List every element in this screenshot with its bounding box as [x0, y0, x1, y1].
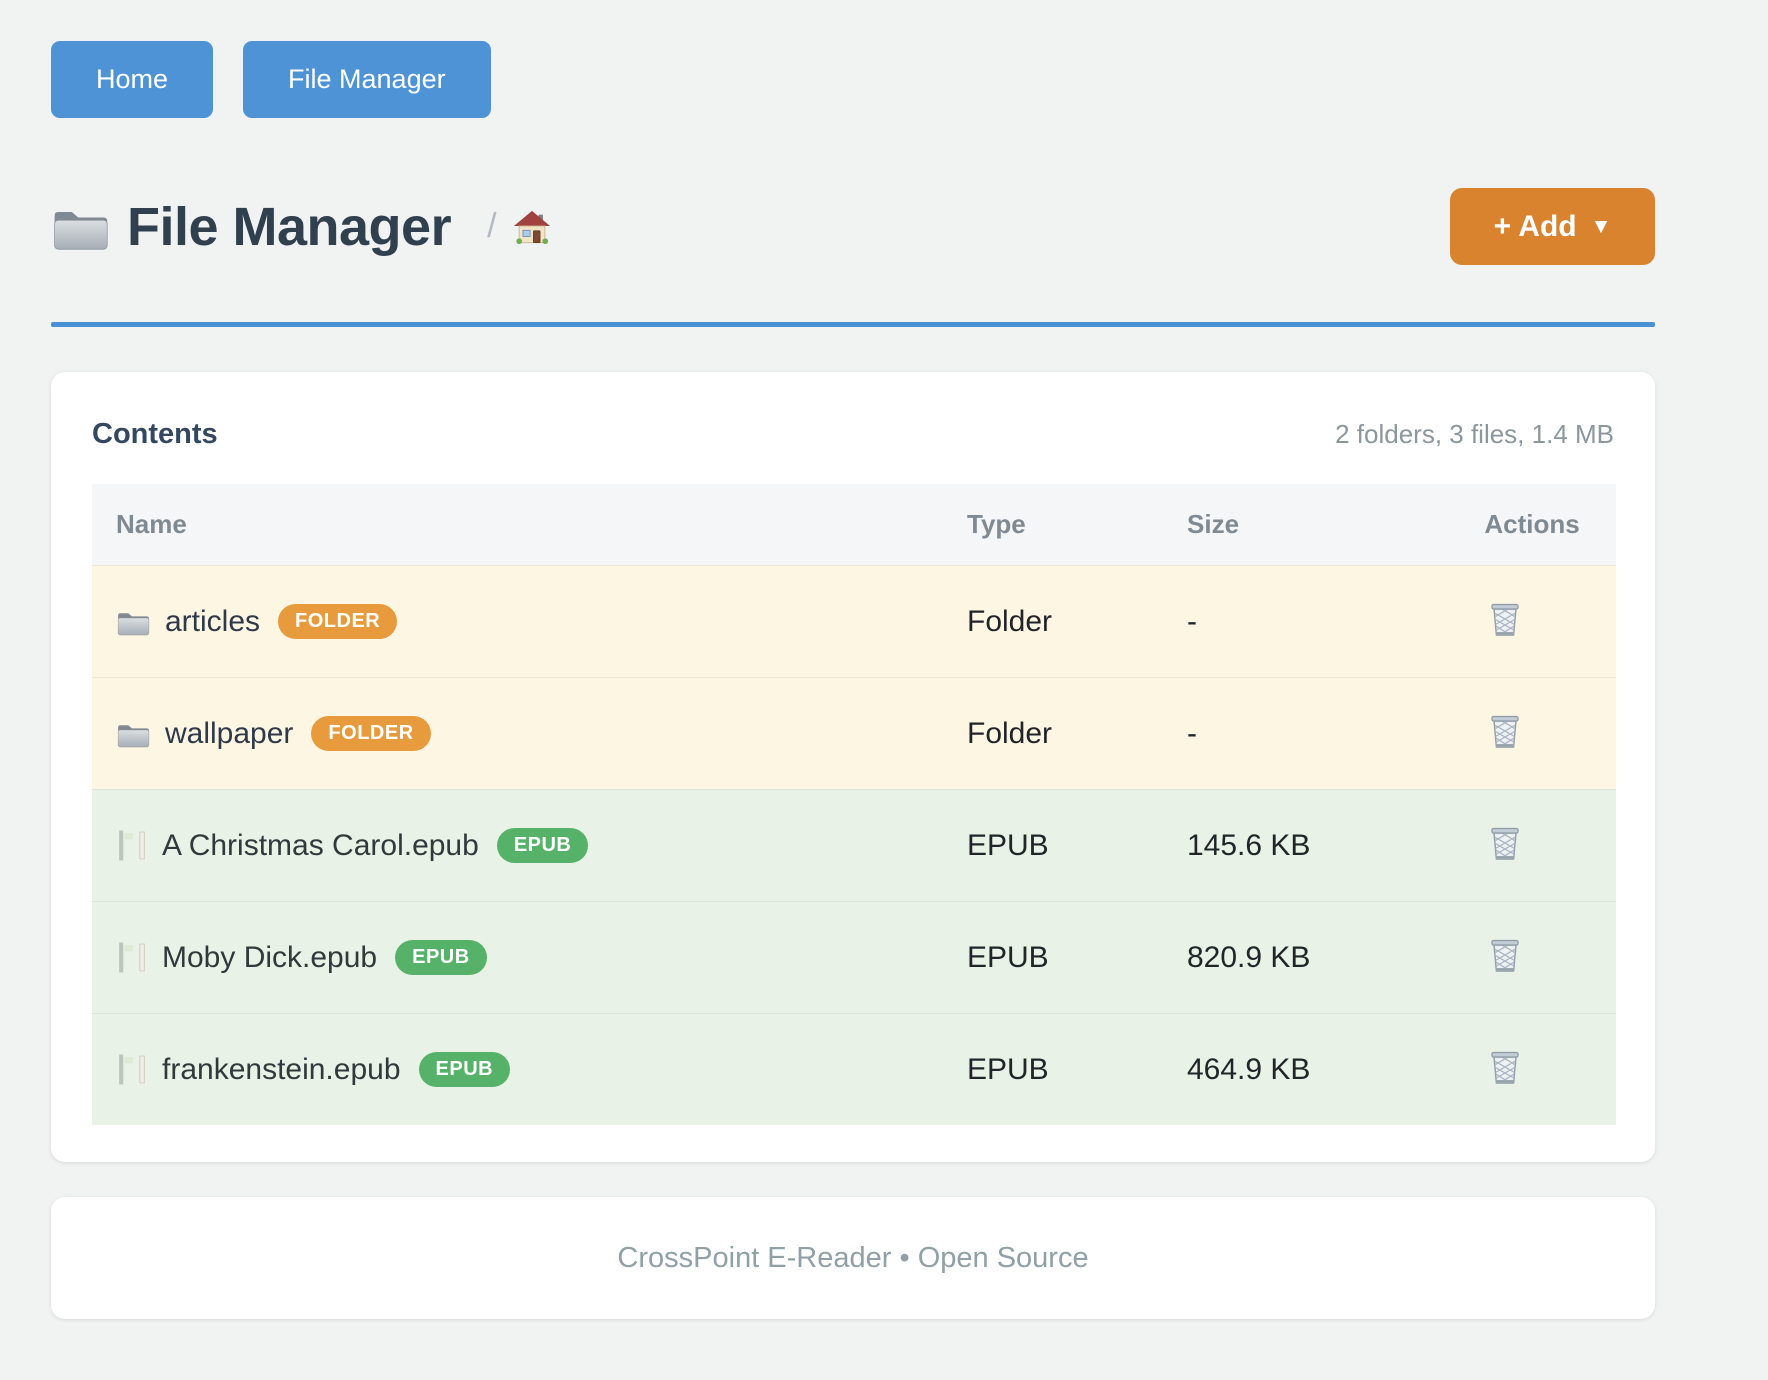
column-header-size: Size	[1187, 509, 1240, 539]
contents-card-header: Contents 2 folders, 3 files, 1.4 MB	[92, 418, 1614, 451]
item-name-link[interactable]: A Christmas Carol.epub	[162, 828, 479, 862]
actions-cell	[1448, 937, 1616, 979]
name-cell: frankenstein.epub EPUB	[92, 1052, 943, 1087]
contents-summary: 2 folders, 3 files, 1.4 MB	[1335, 419, 1614, 449]
name-cell: Moby Dick.epub EPUB	[92, 940, 943, 975]
contents-card: Contents 2 folders, 3 files, 1.4 MB Name…	[51, 372, 1655, 1162]
size-cell: 820.9 KB	[1187, 940, 1311, 974]
table-header-row: Name Type Size Actions	[92, 484, 1616, 565]
name-cell: A Christmas Carol.epub EPUB	[92, 828, 943, 863]
type-cell: EPUB	[967, 940, 1049, 974]
table-row-epub: frankenstein.epub EPUB EPUB 464.9 KB	[92, 1013, 1616, 1125]
column-header-actions: Actions	[1484, 509, 1580, 539]
table-row-folder: wallpaper FOLDER Folder -	[92, 677, 1616, 789]
delete-button[interactable]	[1489, 713, 1521, 753]
size-cell: -	[1187, 604, 1197, 638]
add-button[interactable]: + Add ▼	[1450, 188, 1655, 265]
type-cell: EPUB	[967, 1052, 1049, 1086]
book-icon	[116, 1053, 147, 1086]
table-row-epub: Moby Dick.epub EPUB EPUB 820.9 KB	[92, 901, 1616, 1013]
table-body: articles FOLDER Folder -	[92, 565, 1616, 1125]
column-header-type: Type	[967, 509, 1026, 539]
type-badge: EPUB	[418, 1052, 511, 1087]
footer: CrossPoint E-Reader • Open Source	[51, 1197, 1655, 1319]
size-cell: -	[1187, 716, 1197, 750]
table-row-epub: A Christmas Carol.epub EPUB EPUB 145.6 K…	[92, 789, 1616, 901]
item-name-link[interactable]: frankenstein.epub	[162, 1052, 401, 1086]
folder-icon	[116, 719, 150, 749]
size-cell: 145.6 KB	[1187, 828, 1311, 862]
item-name-link[interactable]: Moby Dick.epub	[162, 940, 378, 974]
table-row-folder: articles FOLDER Folder -	[92, 565, 1616, 677]
name-cell: articles FOLDER	[92, 604, 943, 639]
type-cell: Folder	[967, 716, 1053, 750]
nav-file-manager-button[interactable]: File Manager	[243, 41, 491, 118]
add-button-label: + Add	[1493, 209, 1577, 243]
delete-button[interactable]	[1489, 1049, 1521, 1089]
type-cell: Folder	[967, 604, 1053, 638]
item-name-link[interactable]: wallpaper	[165, 716, 294, 750]
files-table: Name Type Size Actions	[92, 484, 1616, 1125]
type-cell: EPUB	[967, 828, 1049, 862]
actions-cell	[1448, 601, 1616, 643]
folder-icon	[116, 607, 150, 637]
trash-icon	[1489, 603, 1521, 641]
delete-button[interactable]	[1489, 825, 1521, 865]
type-badge: FOLDER	[311, 716, 431, 751]
trash-icon	[1489, 939, 1521, 977]
book-icon	[116, 829, 147, 862]
book-icon	[116, 941, 147, 974]
folder-icon	[51, 202, 109, 252]
item-name-link[interactable]: articles	[165, 604, 261, 638]
top-nav: Home File Manager	[51, 0, 1655, 118]
caret-down-icon: ▼	[1590, 214, 1612, 238]
trash-icon	[1489, 1051, 1521, 1089]
name-cell: wallpaper FOLDER	[92, 716, 943, 751]
actions-cell	[1448, 825, 1616, 867]
nav-home-button[interactable]: Home	[51, 41, 214, 118]
contents-heading: Contents	[92, 418, 218, 450]
column-header-name: Name	[116, 509, 187, 539]
trash-icon	[1489, 827, 1521, 865]
size-cell: 464.9 KB	[1187, 1052, 1311, 1086]
type-badge: EPUB	[496, 828, 589, 863]
type-badge: EPUB	[395, 940, 487, 975]
trash-icon	[1489, 715, 1521, 753]
page-title: File Manager	[127, 196, 452, 257]
type-badge: FOLDER	[278, 604, 398, 639]
house-icon[interactable]	[513, 208, 551, 246]
page-header: File Manager / + Add ▼	[51, 188, 1655, 265]
actions-cell	[1448, 713, 1616, 755]
header-divider	[51, 322, 1655, 327]
footer-text: CrossPoint E-Reader • Open Source	[617, 1241, 1089, 1274]
breadcrumb-separator: /	[487, 207, 497, 245]
delete-button[interactable]	[1489, 601, 1521, 641]
actions-cell	[1448, 1049, 1616, 1091]
delete-button[interactable]	[1489, 937, 1521, 977]
